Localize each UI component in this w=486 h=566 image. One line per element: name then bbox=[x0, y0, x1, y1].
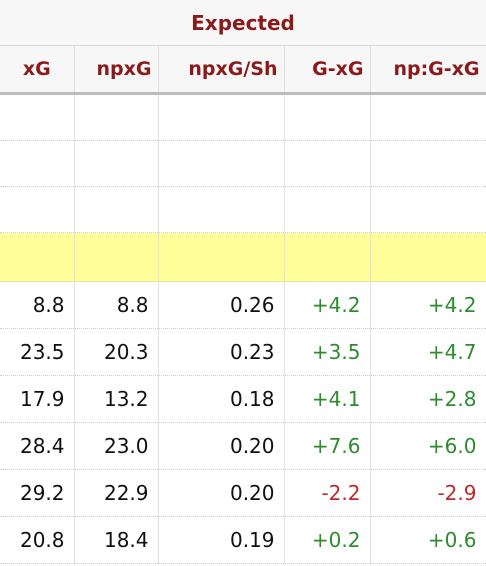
cell-empty bbox=[284, 186, 371, 233]
cell-empty bbox=[284, 140, 371, 187]
cell-empty bbox=[0, 186, 75, 233]
cell-npxg-per-shot: 0.19 bbox=[158, 516, 285, 564]
cell-np-g-minus-xg: +6.0 bbox=[370, 422, 486, 470]
column-header-xg[interactable]: xG bbox=[0, 45, 75, 95]
cell-g-minus-xg: +0.2 bbox=[284, 516, 371, 564]
cell-npxg: 18.4 bbox=[74, 516, 159, 564]
cell-np-g-minus-xg: +0.6 bbox=[370, 516, 486, 564]
cell-xg: 8.8 bbox=[0, 281, 75, 329]
cell-empty bbox=[0, 93, 75, 141]
cell-npxg: 13.2 bbox=[74, 375, 159, 423]
table-row-blank bbox=[0, 93, 486, 141]
column-header-npxg[interactable]: npxG bbox=[74, 45, 159, 95]
table-row: 20.8 18.4 0.19 +0.2 +0.6 bbox=[0, 516, 486, 564]
cell-empty bbox=[74, 140, 159, 187]
cell-empty bbox=[74, 186, 159, 233]
column-header-npxg-per-shot[interactable]: npxG/Sh bbox=[158, 45, 285, 95]
cell-np-g-minus-xg: +4.7 bbox=[370, 328, 486, 376]
cell-npxg: 22.9 bbox=[74, 469, 159, 517]
cell-xg: 28.4 bbox=[0, 422, 75, 470]
cell-empty bbox=[158, 186, 285, 233]
table-row-highlighted bbox=[0, 232, 486, 282]
cell-empty bbox=[284, 232, 371, 282]
cell-empty bbox=[284, 93, 371, 141]
cell-npxg-per-shot: 0.20 bbox=[158, 469, 285, 517]
cell-xg: 29.2 bbox=[0, 469, 75, 517]
cell-xg: 17.9 bbox=[0, 375, 75, 423]
cell-npxg: 23.0 bbox=[74, 422, 159, 470]
table-row: 17.9 13.2 0.18 +4.1 +2.8 bbox=[0, 375, 486, 423]
cell-empty bbox=[370, 232, 486, 282]
cell-empty bbox=[158, 140, 285, 187]
cell-xg: 23.5 bbox=[0, 328, 75, 376]
cell-empty bbox=[0, 140, 75, 187]
table-row: 8.8 8.8 0.26 +4.2 +4.2 bbox=[0, 281, 486, 329]
cell-empty bbox=[74, 93, 159, 141]
cell-empty bbox=[74, 232, 159, 282]
group-header-row: Expected bbox=[0, 0, 486, 46]
cell-npxg: 20.3 bbox=[74, 328, 159, 376]
cell-empty bbox=[370, 140, 486, 187]
cell-np-g-minus-xg: +4.2 bbox=[370, 281, 486, 329]
table-row: 29.2 22.9 0.20 -2.2 -2.9 bbox=[0, 469, 486, 517]
cell-g-minus-xg: +4.2 bbox=[284, 281, 371, 329]
cell-g-minus-xg: +3.5 bbox=[284, 328, 371, 376]
cell-npxg-per-shot: 0.23 bbox=[158, 328, 285, 376]
cell-xg: 20.8 bbox=[0, 516, 75, 564]
table-row: 23.5 20.3 0.23 +3.5 +4.7 bbox=[0, 328, 486, 376]
cell-npxg-per-shot: 0.26 bbox=[158, 281, 285, 329]
column-header-g-minus-xg[interactable]: G-xG bbox=[284, 45, 371, 95]
cell-g-minus-xg: +4.1 bbox=[284, 375, 371, 423]
group-header-expected: Expected bbox=[0, 0, 486, 46]
cell-empty bbox=[370, 93, 486, 141]
column-header-row: xG npxG npxG/Sh G-xG np:G-xG bbox=[0, 45, 486, 95]
table-row-blank bbox=[0, 140, 486, 187]
cell-np-g-minus-xg: +2.8 bbox=[370, 375, 486, 423]
cell-empty bbox=[370, 186, 486, 233]
table-row-blank bbox=[0, 186, 486, 233]
cell-g-minus-xg: +7.6 bbox=[284, 422, 371, 470]
cell-empty bbox=[158, 93, 285, 141]
cell-npxg-per-shot: 0.18 bbox=[158, 375, 285, 423]
column-header-np-g-minus-xg[interactable]: np:G-xG bbox=[370, 45, 486, 95]
cell-g-minus-xg: -2.2 bbox=[284, 469, 371, 517]
cell-empty bbox=[158, 232, 285, 282]
cell-np-g-minus-xg: -2.9 bbox=[370, 469, 486, 517]
cell-empty bbox=[0, 232, 75, 282]
cell-npxg: 8.8 bbox=[74, 281, 159, 329]
table-row: 28.4 23.0 0.20 +7.6 +6.0 bbox=[0, 422, 486, 470]
cell-npxg-per-shot: 0.20 bbox=[158, 422, 285, 470]
